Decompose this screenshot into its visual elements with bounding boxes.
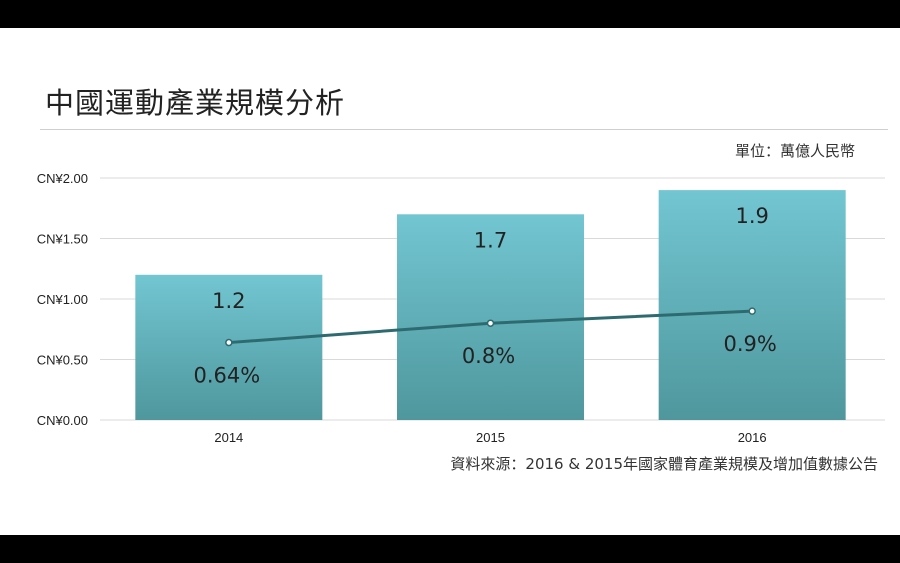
x-tick-label: 2014 [214,430,243,445]
x-tick-label: 2015 [476,430,505,445]
y-tick-label: CN¥1.00 [37,292,88,307]
line-value-label: 0.64% [193,364,260,388]
x-tick-label: 2016 [738,430,767,445]
bar-value-label: 1.7 [474,228,507,252]
unit-label: 單位：萬億人民幣 [734,142,855,160]
bar-2016 [658,190,846,420]
source-label: 資料來源：2016 & 2015年國家體育產業規模及增加值數據公告 [450,455,878,473]
y-tick-label: CN¥0.00 [37,413,88,428]
line-point [225,338,233,347]
title-divider [40,129,888,130]
y-tick-label: CN¥2.00 [37,171,88,186]
bar-value-label: 1.2 [212,289,245,313]
bar-value-label: 1.9 [735,204,768,228]
line-point [486,319,495,327]
page-title: 中國運動產業規模分析 [45,86,346,120]
y-tick-label: CN¥1.50 [37,232,88,247]
y-tick-label: CN¥0.50 [37,353,88,368]
bar-2015 [397,214,584,420]
line-point [748,307,756,315]
line-value-label: 0.9% [723,332,776,356]
line-value-label: 0.8% [462,344,515,368]
bar-2014 [135,274,323,420]
